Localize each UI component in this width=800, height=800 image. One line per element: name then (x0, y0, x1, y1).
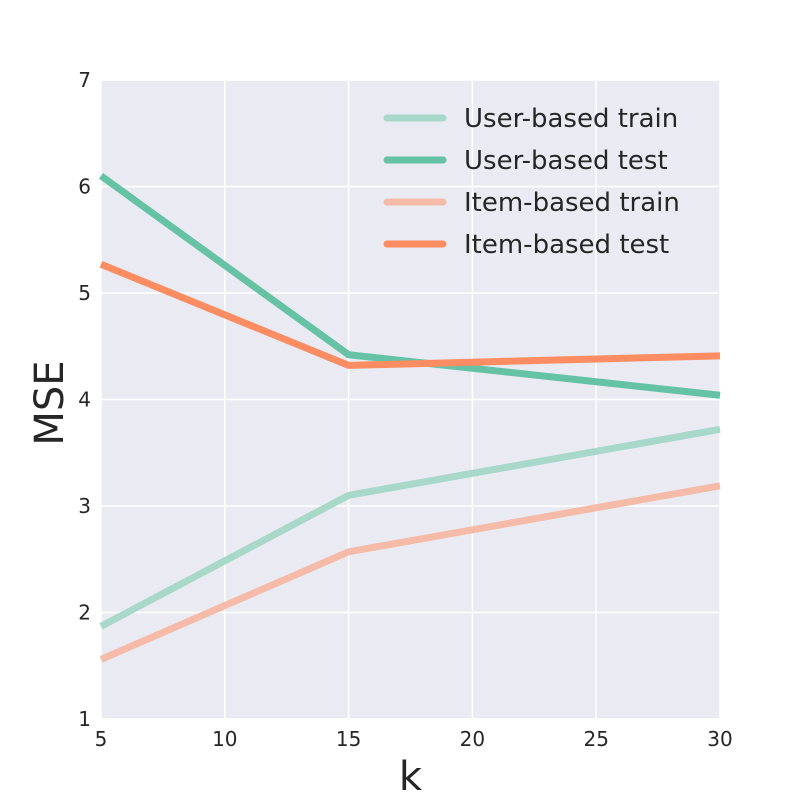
x-tick-label-4: 25 (583, 727, 608, 751)
x-tick-label-5: 30 (707, 727, 732, 751)
x-tick-label-1: 10 (212, 727, 237, 751)
y-axis-title: MSE (27, 360, 73, 445)
x-tick-labels: 5 10 15 20 25 30 (95, 727, 733, 751)
y-tick-label-3: 4 (78, 388, 91, 412)
x-tick-label-2: 15 (336, 727, 361, 751)
series-line-user-based-test (98, 173, 721, 399)
y-tick-label-2: 3 (78, 494, 91, 518)
y-tick-label-1: 2 (78, 601, 91, 625)
x-tick-label-0: 5 (95, 727, 108, 751)
y-tick-label-0: 1 (78, 707, 91, 731)
legend: User-based train User-based test Item-base… (383, 104, 680, 260)
y-tick-label-6: 7 (78, 68, 91, 92)
legend-label-item-based-test: Item-based test (464, 230, 669, 260)
series-line-item-based-test (99, 261, 721, 369)
legend-label-item-based-train: Item-based train (464, 188, 680, 218)
x-axis-title: k (399, 754, 423, 800)
y-tick-label-4: 5 (78, 281, 91, 305)
series-lines (98, 173, 721, 663)
y-tick-label-5: 6 (78, 175, 91, 199)
series-line-item-based-train (99, 482, 721, 663)
legend-label-user-based-train: User-based train (464, 104, 678, 134)
x-tick-label-3: 20 (460, 727, 485, 751)
legend-label-user-based-test: User-based test (464, 146, 668, 176)
y-tick-labels: 1 2 3 4 5 6 7 (78, 68, 91, 731)
series-line-user-based-train (99, 425, 721, 630)
